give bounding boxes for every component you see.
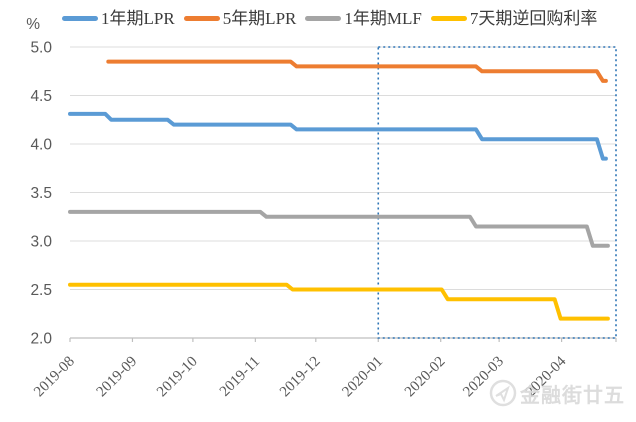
x-tick-label: 2020-01 — [339, 354, 386, 401]
chart-legend: 1年期LPR 5年期LPR 1年期MLF 7天期逆回购利率 — [62, 5, 634, 31]
legend-swatch-icon — [183, 15, 220, 21]
x-tick-label: 2019-10 — [154, 354, 201, 401]
x-tick-label: 2020-02 — [402, 354, 449, 401]
x-tick-label: 2019-12 — [277, 354, 324, 401]
series-line-1年期MLF — [68, 209, 610, 248]
highlight-box — [377, 46, 617, 339]
y-tick-label: 4.5 — [30, 88, 52, 105]
legend-swatch-icon — [305, 15, 342, 21]
watermark-logo-icon — [489, 379, 517, 407]
series-line-1年期LPR — [68, 111, 608, 161]
watermark-text: 金融街廿五 — [520, 384, 625, 407]
legend-swatch-icon — [62, 15, 98, 21]
y-tick-label: 2.0 — [30, 331, 52, 348]
legend-label: 7天期逆回购利率 — [469, 8, 598, 28]
x-tick-label: 2019-09 — [94, 354, 141, 401]
watermark: 金融街廿五 — [486, 376, 625, 410]
y-tick-label: 3.0 — [30, 234, 52, 251]
series-line-5年期LPR — [106, 59, 608, 83]
legend-label: 5年期LPR — [222, 8, 297, 28]
legend-item: 5年期LPR — [183, 8, 297, 28]
x-tick-label: 2019-08 — [31, 354, 78, 401]
y-axis-unit-label: % — [26, 16, 40, 33]
y-tick-label: 4.0 — [30, 137, 52, 154]
legend-item: 1年期MLF — [305, 8, 422, 28]
series-line-7天期逆回购利率 — [68, 282, 610, 321]
legend-item: 1年期LPR — [62, 10, 175, 27]
y-tick-label: 3.5 — [30, 185, 52, 202]
legend-swatch-icon — [430, 15, 467, 21]
legend-item: 7天期逆回购利率 — [430, 8, 598, 28]
y-tick-label: 2.5 — [30, 282, 52, 299]
legend-label: 1年期MLF — [344, 8, 422, 28]
x-tick-label: 2019-11 — [217, 354, 263, 400]
y-tick-label: 5.0 — [30, 40, 52, 57]
legend-label: 1年期LPR — [101, 8, 175, 28]
